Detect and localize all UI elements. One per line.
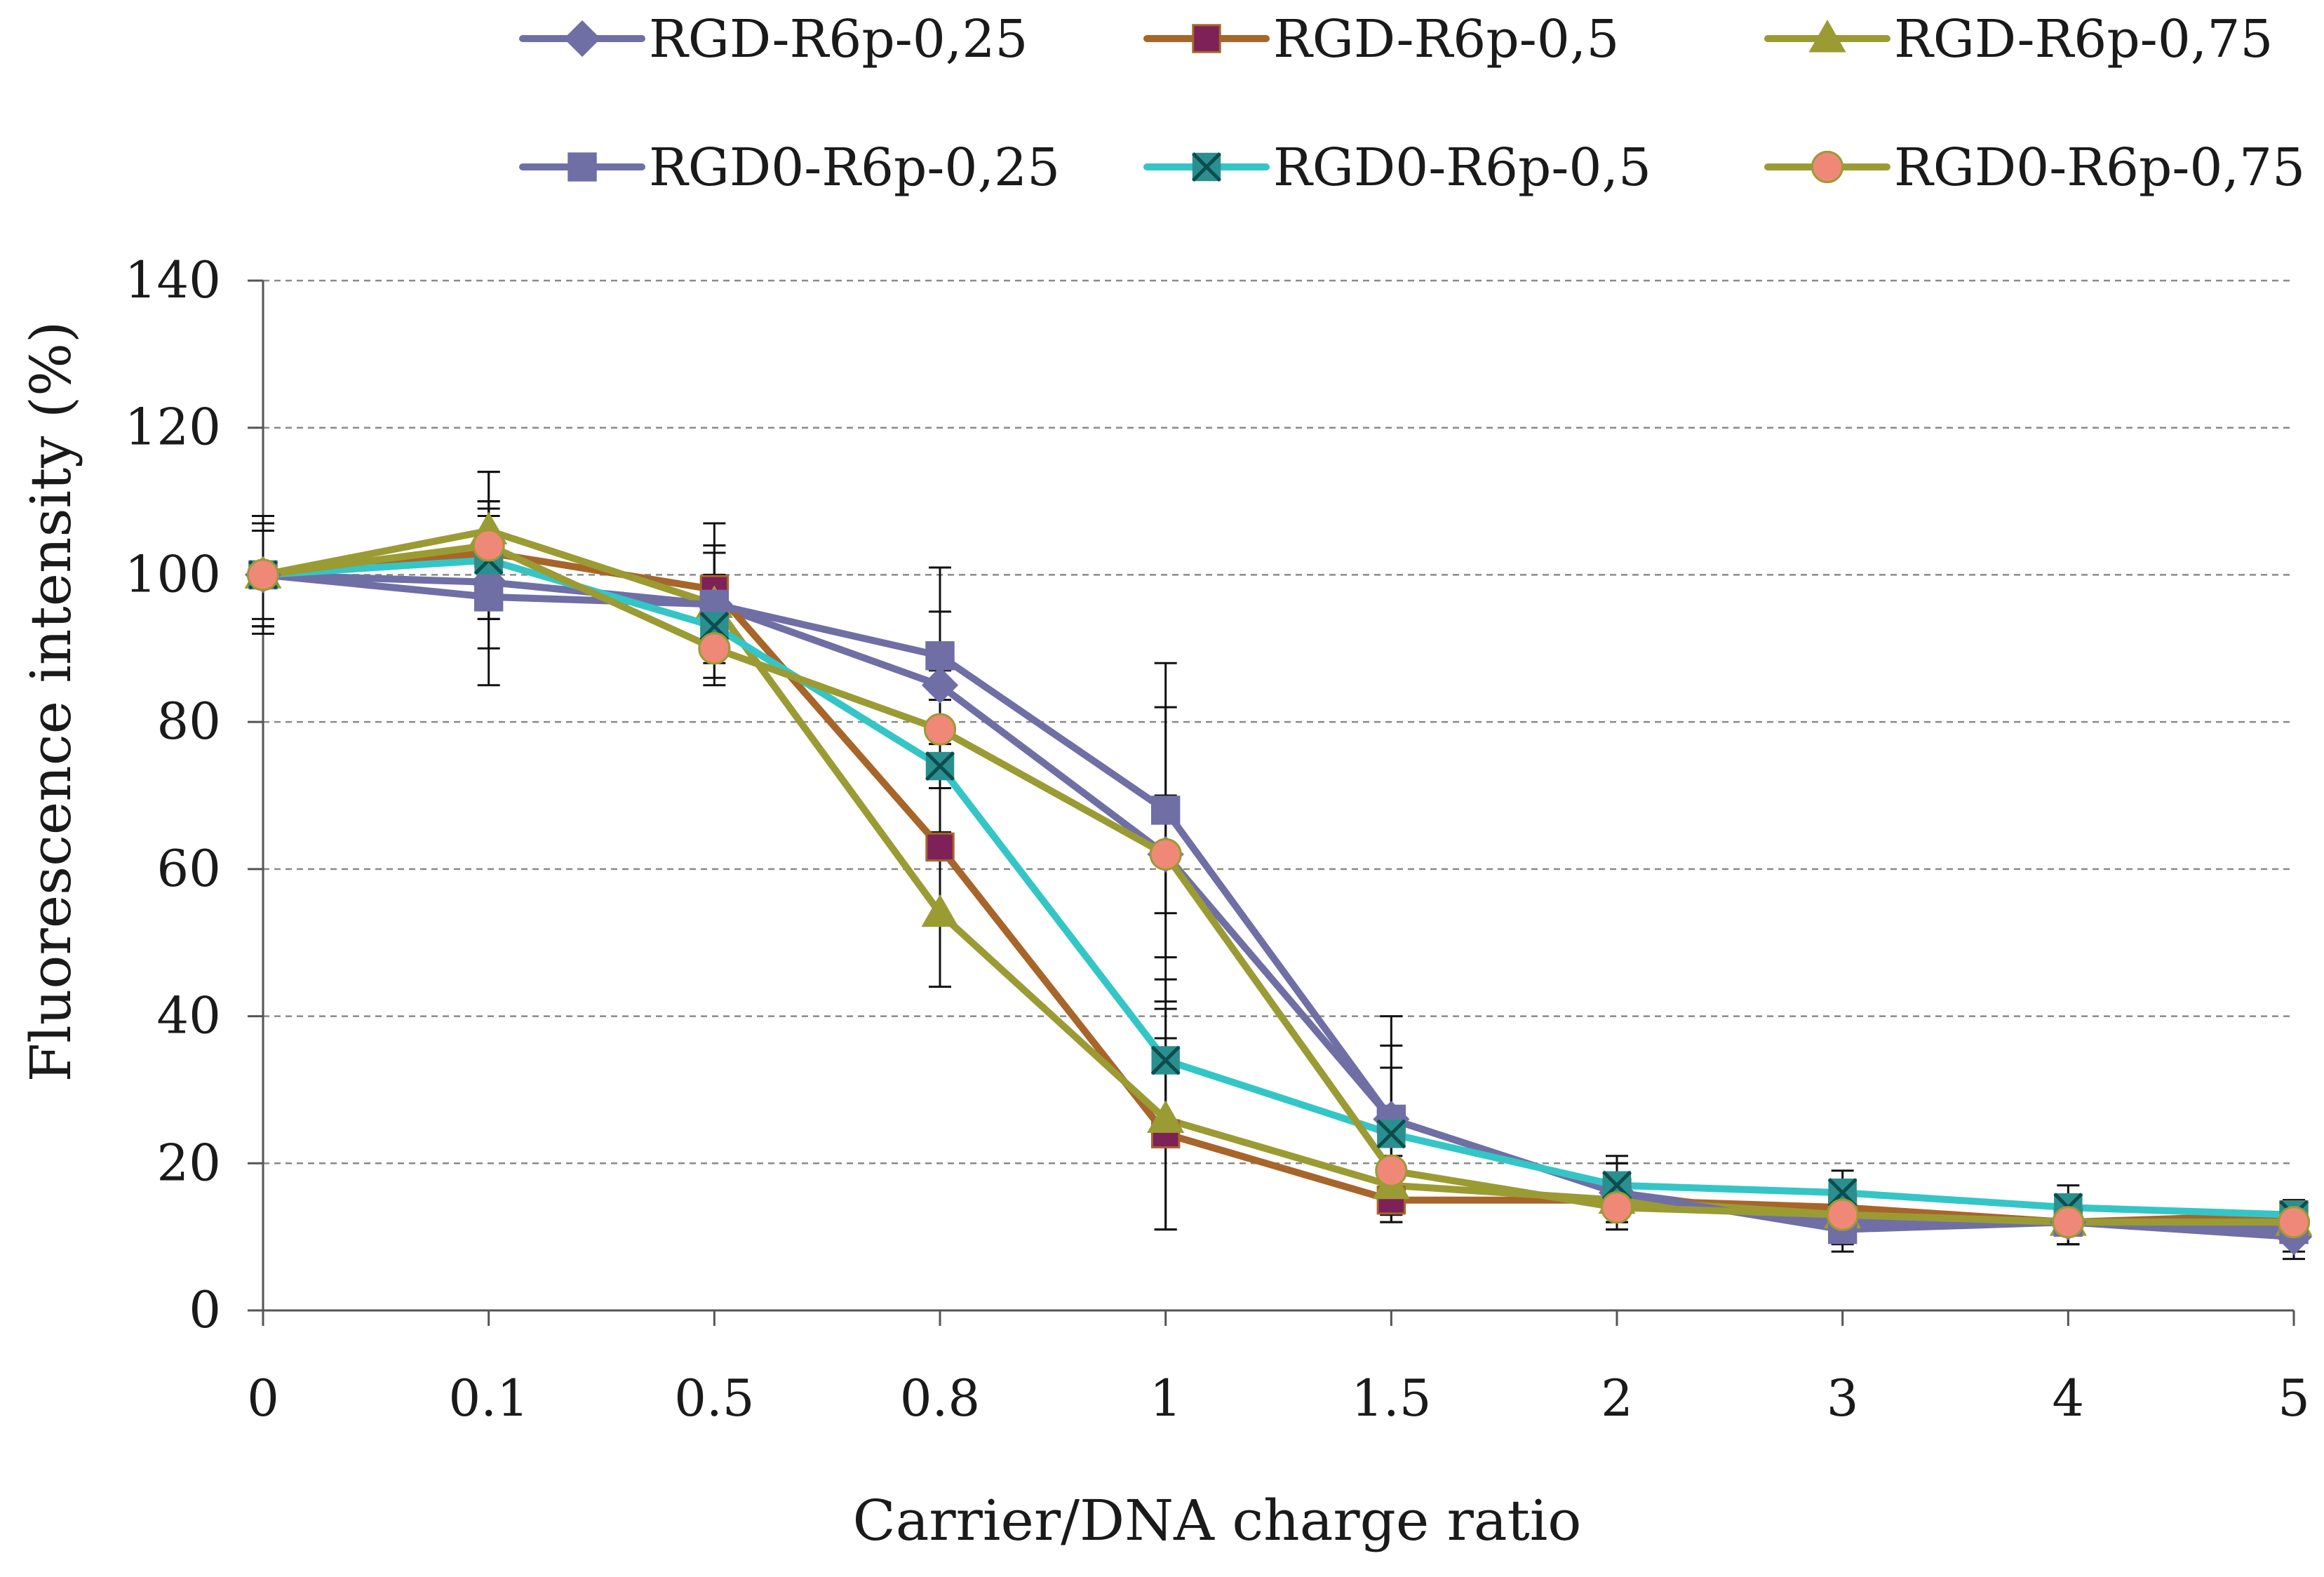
y-tick-label: 100 (125, 544, 221, 603)
legend-marker (567, 152, 597, 182)
series-line-0 (260, 571, 2297, 1241)
data-point-series-5 (2052, 1206, 2085, 1239)
y-tick-label: 60 (156, 839, 221, 898)
series-line-4 (260, 556, 2297, 1219)
y-tick-label: 140 (125, 250, 221, 309)
x-axis-title: Carrier/DNA charge ratio (853, 1488, 1582, 1553)
x-tick-label: 1 (1150, 1369, 1182, 1428)
legend-entry: RGD-R6p-0,75 (1764, 9, 2273, 69)
data-point-series-5 (923, 713, 957, 746)
legend-marker (1192, 152, 1221, 182)
data-point-series-5 (1826, 1198, 1859, 1231)
legend-marker (1811, 150, 1844, 184)
y-tick-label: 40 (156, 986, 221, 1045)
data-point-series-5 (472, 529, 505, 562)
legend-label: RGD-R6p-0,75 (1894, 9, 2273, 69)
y-tick-label: 0 (189, 1280, 221, 1339)
y-tick-label: 20 (156, 1133, 221, 1192)
legend-label: RGD0-R6p-0,5 (1273, 137, 1651, 198)
data-point-series-5 (1600, 1191, 1634, 1224)
x-tick-label: 0.1 (448, 1369, 529, 1428)
data-point-series-3 (473, 582, 504, 612)
x-tick-labels: 0 0.1 0.5 0.8 1 1.5 2 3 4 5 (247, 1369, 2310, 1428)
gridlines (263, 279, 2294, 1165)
marker-cross (1192, 152, 1221, 182)
legend-entry: RGD0-R6p-0,25 (519, 137, 1060, 198)
y-tick-labels: 0 20 40 60 80 100 120 140 (125, 250, 221, 1339)
x-tick-label: 5 (2278, 1369, 2310, 1428)
data-point-series-5 (1375, 1154, 1408, 1187)
x-tick-label: 2 (1601, 1369, 1633, 1428)
axes (248, 279, 2295, 1326)
plot-area (244, 471, 2313, 1261)
marker-cross (1376, 1119, 1406, 1149)
x-tick-label: 0 (247, 1369, 279, 1428)
legend-label: RGD0-R6p-0,75 (1894, 137, 2305, 198)
legend-marker (1808, 19, 1846, 53)
data-point-series-3 (925, 641, 955, 671)
data-point-series-4 (1376, 1119, 1406, 1149)
data-point-series-2 (921, 894, 959, 927)
data-point-series-5 (698, 632, 731, 665)
data-point-series-4 (1150, 1045, 1181, 1075)
data-point-series-5 (2277, 1206, 2311, 1239)
data-point-series-5 (1149, 838, 1182, 871)
data-point-series-0 (921, 666, 959, 704)
legend-marker (563, 20, 601, 58)
x-tick-label: 3 (1827, 1369, 1859, 1428)
x-tick-label: 0.8 (900, 1369, 981, 1428)
legend-entry: RGD0-R6p-0,75 (1764, 137, 2305, 198)
data-point-series-1 (925, 832, 955, 862)
y-tick-label: 120 (125, 398, 221, 457)
legend-label: RGD-R6p-0,25 (649, 9, 1028, 69)
legend-label: RGD-R6p-0,5 (1273, 9, 1619, 69)
data-point-series-5 (246, 558, 280, 591)
data-point-series-2 (1147, 1100, 1185, 1133)
series-line-3 (260, 571, 2297, 1233)
y-tick-label: 80 (156, 692, 221, 751)
legend: RGD-R6p-0,25 RGD-R6p-0,5 RGD-R6p-0,75 RGD0-… (519, 9, 2305, 198)
series-line-5 (260, 542, 2297, 1226)
legend-entry: RGD-R6p-0,5 (1143, 9, 1619, 69)
legend-marker (1192, 24, 1221, 53)
y-axis-title: Fluorescence intensity (%) (18, 321, 83, 1082)
series-line-2 (260, 527, 2297, 1226)
marker-cross (1150, 1045, 1181, 1075)
marker-cross (925, 751, 955, 781)
x-tick-label: 1.5 (1351, 1369, 1432, 1428)
legend-entry: RGD0-R6p-0,5 (1143, 137, 1651, 198)
series-line-1 (260, 549, 2297, 1226)
x-tick-label: 0.5 (674, 1369, 755, 1428)
data-point-series-4 (925, 751, 955, 781)
x-tick-label: 4 (2052, 1369, 2084, 1428)
legend-label: RGD0-R6p-0,25 (649, 137, 1060, 198)
legend-entry: RGD-R6p-0,25 (519, 9, 1028, 69)
data-point-series-3 (1150, 796, 1181, 825)
